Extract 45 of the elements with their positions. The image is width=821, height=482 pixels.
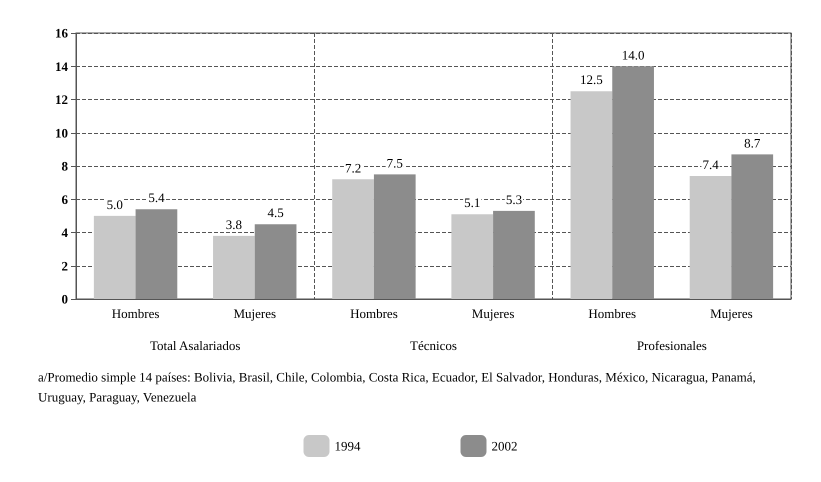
- bar: [332, 179, 374, 299]
- bar: [374, 174, 416, 299]
- legend-label: 2002: [492, 438, 518, 454]
- x-tick-label: Mujeres: [233, 306, 276, 321]
- bar: [451, 214, 494, 299]
- y-tick-label: 10: [55, 125, 68, 140]
- y-tick-label: 12: [55, 92, 68, 107]
- bar: [493, 210, 535, 299]
- data-label: 7.2: [344, 160, 362, 176]
- text: Técnicos: [410, 338, 457, 353]
- data-label: 14.0: [622, 47, 644, 62]
- data-label: 7.5: [386, 155, 403, 170]
- legend-label: 1994: [334, 438, 361, 454]
- data-label: 4.5: [267, 205, 284, 220]
- x-tick-label: Hombres: [112, 306, 160, 321]
- bar: [690, 176, 732, 299]
- data-label: 5.0: [106, 196, 123, 212]
- y-tick-label: 8: [62, 158, 68, 174]
- y-tick-label: 2: [62, 258, 68, 274]
- bar: [570, 91, 612, 299]
- bar: [254, 224, 296, 299]
- y-tick-label: 14: [55, 58, 68, 74]
- data-label: 5.1: [464, 195, 480, 210]
- bar: [94, 216, 136, 299]
- text: Total Asalariados: [150, 338, 240, 353]
- bar: [136, 209, 178, 299]
- y-tick-label: 6: [62, 192, 68, 207]
- x-tick-label: Mujeres: [472, 306, 514, 321]
- text: a/Promedio simple 14 países: Bolivia, Brasil, Chile, Colombia, Costa Rica, Ecuador, El Salvador, Honduras, México, Nicaragua, Panamá, Uruguay, Paraguay, Venezuela: [38, 370, 760, 404]
- data-label: 7.4: [702, 156, 720, 172]
- data-label: 5.3: [506, 192, 522, 207]
- y-tick-label: 16: [55, 26, 68, 40]
- y-tick-label: 0: [62, 292, 68, 306]
- x-tick-label: Mujeres: [710, 306, 753, 321]
- data-label: 5.4: [148, 190, 166, 206]
- text: Profesionales: [636, 338, 707, 353]
- data-label: 3.8: [226, 216, 242, 232]
- data-label: 8.7: [744, 135, 761, 150]
- y-tick-label: 4: [62, 225, 68, 240]
- bar: [612, 66, 654, 299]
- x-tick-label: Hombres: [588, 306, 636, 321]
- bar: [213, 236, 255, 299]
- bar: [731, 154, 774, 299]
- data-label: 12.5: [580, 72, 603, 88]
- x-tick-label: Hombres: [350, 306, 398, 321]
